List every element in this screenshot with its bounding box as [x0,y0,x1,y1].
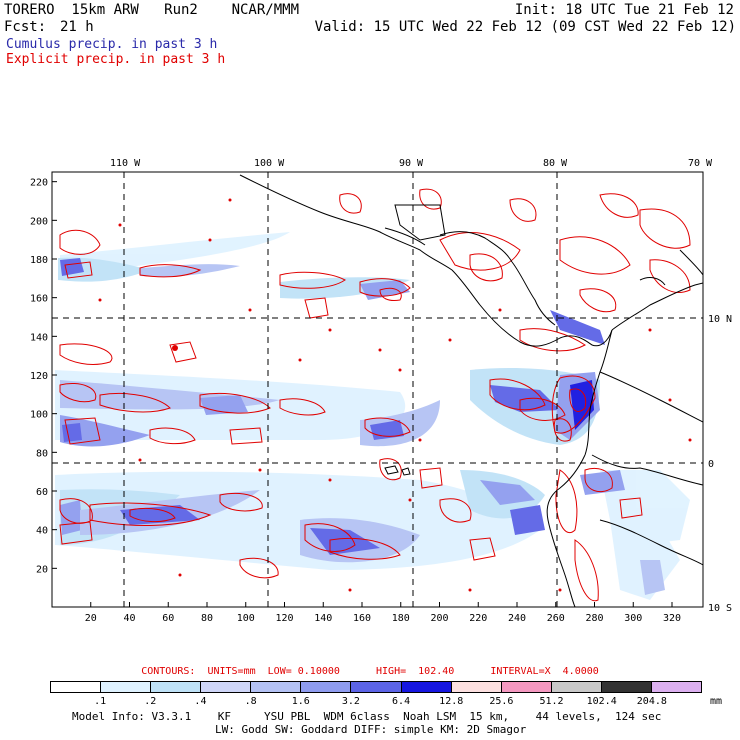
lon-label-70w: 70 W [688,158,713,169]
contours-info: CONTOURS: UNITS=mm LOW= 0.10000 HIGH= 10… [141,666,599,677]
lat-label-0: 0 [708,459,714,470]
valid-time: Valid: 15 UTC Wed 22 Feb 12 (09 CST Wed … [314,19,736,35]
model-info-line1: Model Info: V3.3.1 KF YSU PBL WDM 6class… [72,710,662,723]
x-tick-label: 260 [547,613,565,624]
lon-label-100w: 100 W [254,158,285,169]
colorbar-swatch [200,682,251,692]
x-tick-label: 180 [392,613,410,624]
colorbar-swatch [150,682,201,692]
lat-label-10n: 10 N [708,314,732,325]
colorbar-label: 6.4 [392,696,411,707]
y-tick-label: 20 [36,564,48,575]
y-tick-label: 60 [36,487,48,498]
colorbar-labels: .1 .2 .4 .8 1.6 3.2 6.4 12.8 25.6 51.2 102.4 204.8 [0,696,740,708]
colorbar-label: 1.6 [291,696,310,707]
colorbar-swatch [51,682,101,692]
y-tick-label: 80 [36,448,48,459]
colorbar-label: .8 [244,696,257,707]
colorbar-label: 102.4 [586,696,617,707]
y-tick-label: 140 [30,332,48,343]
colorbar [50,681,702,693]
x-tick-label: 300 [624,613,642,624]
y-tick-label: 120 [30,371,48,382]
x-tick-label: 160 [353,613,371,624]
colorbar-swatch [300,682,351,692]
y-tick-label: 220 [30,178,48,189]
model-info-line2: LW: Godd SW: Goddard DIFF: simple KM: 2D… [215,723,527,736]
cumulus-legend: Cumulus precip. in past 3 h [6,37,218,52]
run-title: TORERO 15km ARW Run2 NCAR/MMM [4,2,300,18]
colorbar-swatch [350,682,401,692]
fcst-label: Fcst: [4,19,47,35]
explicit-precip-contours [59,188,691,602]
y-tick-label: 100 [30,410,48,421]
lat-lon-grid [52,172,703,607]
x-tick-label: 200 [430,613,448,624]
colorbar-unit: mm [710,696,723,707]
y-tick-labels: 20 40 60 80 100 120 140 160 180 200 220 [30,178,48,576]
x-tick-label: 100 [237,613,255,624]
x-tick-label: 140 [314,613,332,624]
lon-label-80w: 80 W [543,158,568,169]
init-time: Init: 18 UTC Tue 21 Feb 12 [514,2,734,18]
colorbar-label: 204.8 [636,696,667,707]
x-tick-labels: 20 40 60 80 100 120 140 160 180 200 220 240 260 280 30… [85,613,681,624]
x-tick-label: 240 [508,613,526,624]
x-tick-label: 280 [585,613,603,624]
axis-ticks [52,181,673,607]
lon-label-110w: 110 W [110,158,141,169]
x-tick-label: 320 [663,613,681,624]
x-tick-label: 120 [275,613,293,624]
colorbar-label: 12.8 [439,696,464,707]
x-tick-label: 40 [123,613,135,624]
colorbar-swatch [100,682,151,692]
map-frame [51,171,704,608]
colorbar-label: .2 [144,696,157,707]
explicit-precip-specks [98,198,692,592]
colorbar-swatch [650,682,702,692]
y-tick-label: 200 [30,216,48,227]
x-tick-label: 80 [201,613,213,624]
lon-label-90w: 90 W [399,158,424,169]
explicit-legend: Explicit precip. in past 3 h [6,52,226,67]
map-plot-area [52,172,703,607]
coastlines [239,174,703,607]
colorbar-label: .4 [194,696,207,707]
colorbar-swatch [400,682,451,692]
x-tick-label: 220 [469,613,487,624]
fcst-value: 21 h [60,19,94,35]
colorbar-swatch [450,682,501,692]
colorbar-swatch [250,682,301,692]
colorbar-swatch [550,682,601,692]
x-tick-label: 60 [162,613,174,624]
colorbar-label: 51.2 [539,696,564,707]
y-tick-label: 160 [30,294,48,305]
colorbar-label: 25.6 [489,696,514,707]
colorbar-swatch [600,682,651,692]
colorbar-label: .1 [94,696,107,707]
y-tick-label: 40 [36,526,48,537]
colorbar-label: 3.2 [341,696,360,707]
lat-label-10s: 10 S [708,603,732,614]
x-tick-label: 20 [85,613,97,624]
y-tick-label: 180 [30,255,48,266]
colorbar-swatch [500,682,551,692]
